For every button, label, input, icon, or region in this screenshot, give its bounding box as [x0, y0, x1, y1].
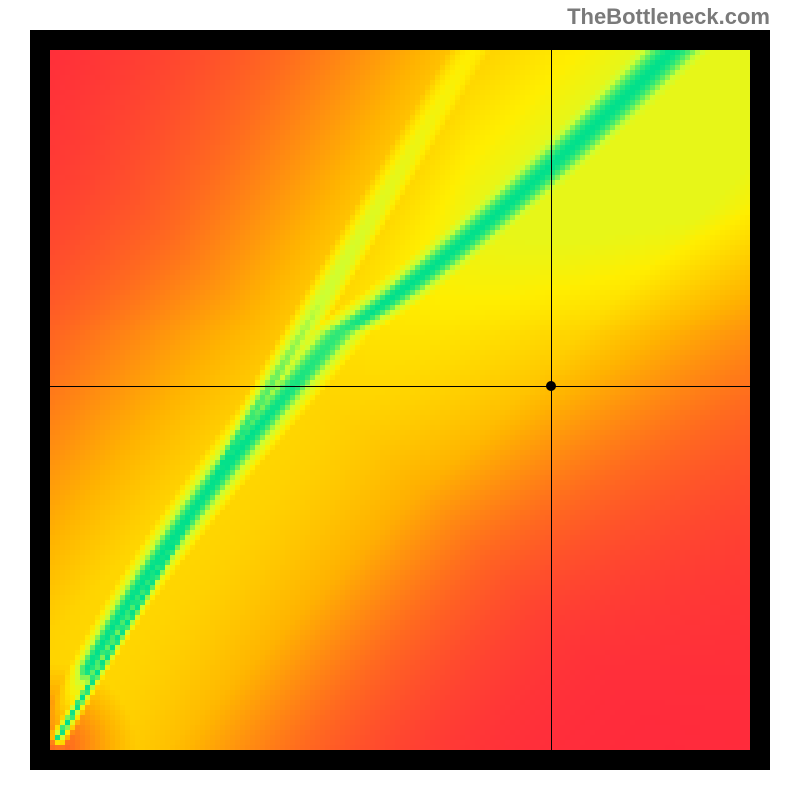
watermark-text: TheBottleneck.com [567, 4, 770, 30]
chart-container: TheBottleneck.com [0, 0, 800, 800]
marker-dot [546, 381, 556, 391]
crosshair-vertical [551, 50, 552, 750]
heatmap-canvas [50, 50, 750, 750]
crosshair-horizontal [50, 386, 750, 387]
plot-border [30, 30, 770, 770]
